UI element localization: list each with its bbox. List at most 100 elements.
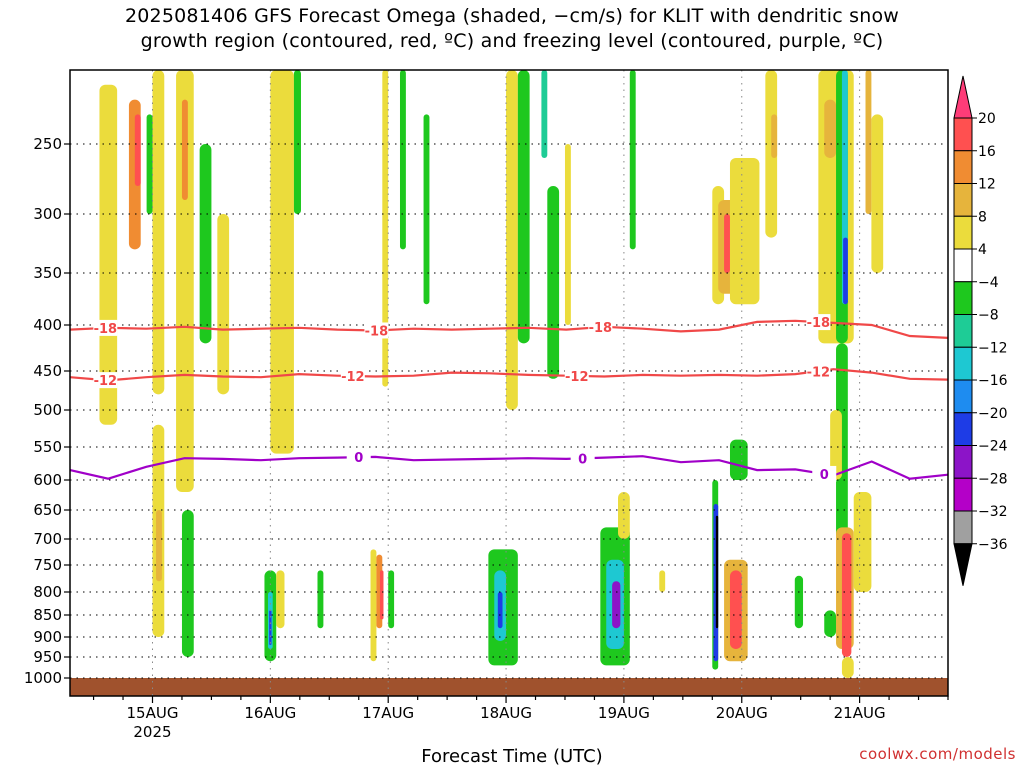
contour-label-bg	[93, 372, 118, 389]
contour-label-bg	[812, 465, 837, 482]
y-tick-label: 600	[33, 471, 62, 489]
omega-cell-66	[871, 114, 884, 274]
colorbar-label: −24	[978, 439, 1008, 455]
contour-lines: -18 -18 -18 -18 -12 -12 -12 -12 0 0 0	[69, 314, 949, 483]
contour-label-bg	[588, 319, 613, 336]
colorbar-label: 20	[978, 111, 996, 127]
grid-lines	[70, 70, 948, 696]
omega-cell-32	[547, 186, 560, 379]
y-tick-label: 700	[33, 530, 62, 548]
omega-cell-21	[379, 570, 384, 620]
colorbar-label: −12	[978, 340, 1008, 356]
contour-label-bg	[346, 449, 371, 466]
omega-cell-64	[824, 610, 837, 637]
chart-area: -18 -18 -18 -18 -12 -12 -12 -12 0 0 0 250 300 350 400…	[24, 69, 1008, 740]
omega-cell-30	[517, 70, 530, 344]
omega-cell-2	[134, 114, 141, 186]
omega-cell-19	[370, 549, 377, 662]
y-tick-label: 1000	[24, 669, 62, 687]
contour-label-bg	[93, 319, 118, 336]
colorbar-box	[953, 412, 973, 446]
colorbar-box	[953, 510, 973, 545]
title-line-1: 2025081406 GFS Forecast Omega (shaded, −…	[124, 5, 900, 27]
omega-cell-42	[724, 214, 730, 273]
omega-cell-49	[729, 439, 748, 480]
ground-rect	[70, 678, 948, 696]
omega-cell-3	[146, 114, 153, 214]
colorbar-bottom-arrow	[953, 543, 973, 586]
y-tick-label: 650	[33, 501, 62, 519]
omega-cell-37	[618, 492, 630, 539]
contour-label: -18	[94, 322, 118, 337]
colorbar-label: −32	[978, 504, 1008, 520]
y-tick-label: 850	[33, 606, 62, 624]
x-tick-label: 16AUG	[244, 704, 296, 722]
x-tick-label: 18AUG	[480, 704, 532, 722]
y-tick-label: 800	[33, 583, 62, 601]
colorbar-label: −16	[978, 373, 1008, 389]
y-tick-label: 300	[33, 205, 62, 223]
omega-cell-11	[217, 214, 230, 395]
y-tick-label: 950	[33, 648, 62, 666]
contour-label-bg	[340, 367, 365, 384]
omega-cell-22	[382, 70, 389, 387]
omega-cell-43	[729, 158, 760, 305]
x-tick-label: 15AUG	[127, 704, 179, 722]
omega-cell-33	[564, 144, 571, 325]
colorbar-box	[953, 183, 973, 217]
colorbar-top-arrow	[953, 75, 973, 119]
y-axis: 250 300 350 400 450 500 550 600 650 700 750 800 850 9…	[24, 135, 70, 687]
omega-cell-39	[659, 570, 666, 592]
omega-cell-14	[269, 610, 272, 645]
contour-0	[69, 455, 949, 480]
y-tick-label: 350	[33, 264, 62, 282]
colorbar-label: −4	[978, 275, 999, 291]
y-tick-label: 550	[33, 438, 62, 456]
plot-frame	[69, 69, 949, 697]
omega-cell-52	[794, 575, 804, 629]
omega-cell-59	[830, 410, 842, 480]
contour-label: -12	[807, 365, 831, 380]
omega-cell-38	[629, 70, 636, 250]
colorbar-label: 12	[978, 177, 996, 193]
x-axis-label: Forecast Time (UTC)	[421, 746, 603, 767]
omega-cell-50	[765, 70, 778, 238]
colorbar-box	[953, 346, 973, 381]
contour-label: 0	[354, 451, 363, 466]
contour-label: -12	[565, 370, 589, 385]
omega-cell-29	[506, 70, 518, 410]
colorbar-label: 4	[978, 242, 987, 258]
contour-label-bg	[806, 314, 831, 331]
omega-cell-54	[824, 99, 837, 158]
contour-label: -12	[341, 370, 365, 385]
y-tick-label: 450	[33, 362, 62, 380]
x-tick-label: 17AUG	[362, 704, 414, 722]
omega-cell-16	[270, 70, 294, 454]
colorbar: 20 16 12 8 4 −4 −8 −12 −16 −20 −24 −28 −32 −36	[953, 75, 1008, 586]
omega-cell-10	[199, 144, 212, 344]
ground-fill	[70, 678, 948, 696]
colorbar-label: 16	[978, 144, 996, 160]
omega-cell-57	[843, 237, 848, 305]
colorbar-label: 8	[978, 209, 987, 225]
contour-label: -18	[807, 316, 831, 331]
contour-label: -18	[589, 321, 613, 336]
credit-text: coolwx.com/models	[859, 745, 1016, 763]
omega-cell-31	[541, 70, 548, 158]
colorbar-label: −8	[978, 308, 999, 324]
omega-cell-8	[181, 99, 188, 200]
x-tick-sublabel: 2025	[133, 723, 171, 740]
omega-cell-18	[317, 570, 324, 629]
omega-cell-24	[399, 70, 406, 250]
title-line-2: growth region (contoured, red, ºC) and f…	[140, 30, 884, 52]
omega-cell-61	[841, 533, 852, 657]
colorbar-box	[953, 248, 973, 283]
y-tick-label: 900	[33, 628, 62, 646]
colorbar-box	[953, 445, 973, 479]
y-tick-label: 500	[33, 401, 62, 419]
contour-label-bg	[564, 367, 589, 384]
contour-label: -18	[365, 324, 389, 339]
omega-shading	[99, 70, 884, 678]
x-tick-label: 21AUG	[834, 704, 886, 722]
